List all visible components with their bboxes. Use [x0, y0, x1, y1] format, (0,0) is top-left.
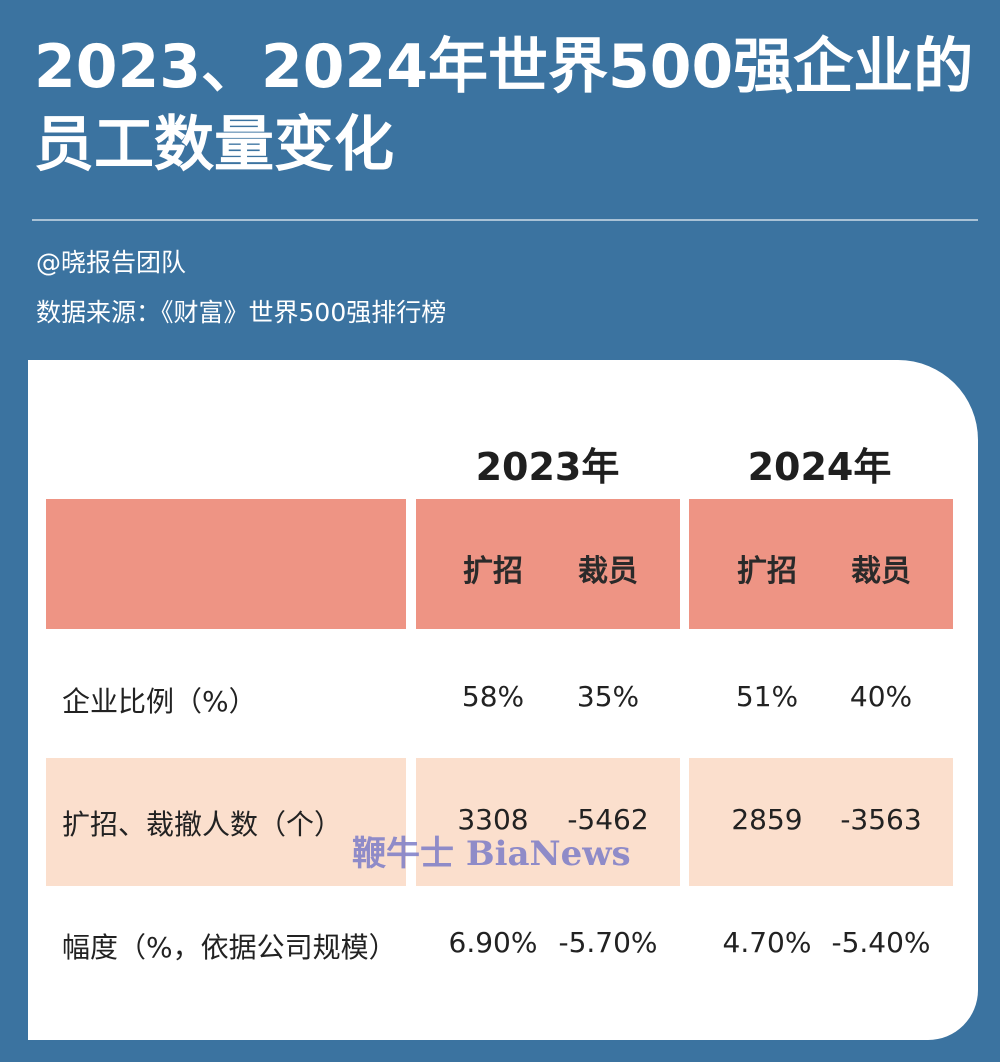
watermark: 鞭牛士 BiaNews [352, 834, 631, 874]
table-cell: 3308 [457, 803, 529, 836]
table-cell: 35% [576, 680, 640, 713]
row-band [416, 758, 680, 886]
row-label-company-ratio: 企业比例（%） [62, 685, 257, 718]
column-header: 裁员 [851, 554, 911, 589]
column-header: 扩招 [737, 554, 797, 589]
table-cell: -5.70% [558, 926, 658, 959]
table-cell: 6.90% [448, 926, 538, 959]
table-card [28, 360, 978, 1040]
year-header-2023: 2023年 [475, 445, 620, 489]
table-cell: -5.40% [831, 926, 931, 959]
year-header-2024: 2024年 [747, 445, 892, 489]
header-cell-2024 [689, 499, 953, 629]
table-cell: 58% [461, 680, 525, 713]
row-label-headcount: 扩招、裁撤人数（个） [62, 808, 343, 841]
table-cell: 51% [735, 680, 799, 713]
column-header: 扩招 [463, 554, 523, 589]
table-cell: 40% [849, 680, 913, 713]
column-header: 裁员 [578, 554, 638, 589]
row-band [689, 758, 953, 886]
header-cell-2023 [416, 499, 680, 629]
table-cell: 2859 [731, 803, 803, 836]
author-label: @晓报告团队 [36, 248, 187, 277]
source-label: 数据来源：《财富》世界500强排行榜 [36, 298, 447, 327]
row-label-magnitude: 幅度（%，依据公司规模） [62, 931, 397, 964]
page-title: 2023、2024年世界500强企业的员工数量变化 [34, 32, 974, 180]
divider [32, 219, 978, 221]
row-band [46, 758, 406, 886]
table-cell: 4.70% [722, 926, 812, 959]
table-cell: -3563 [840, 803, 922, 836]
table-cell: -5462 [567, 803, 649, 836]
header-cell-blank [46, 499, 406, 629]
